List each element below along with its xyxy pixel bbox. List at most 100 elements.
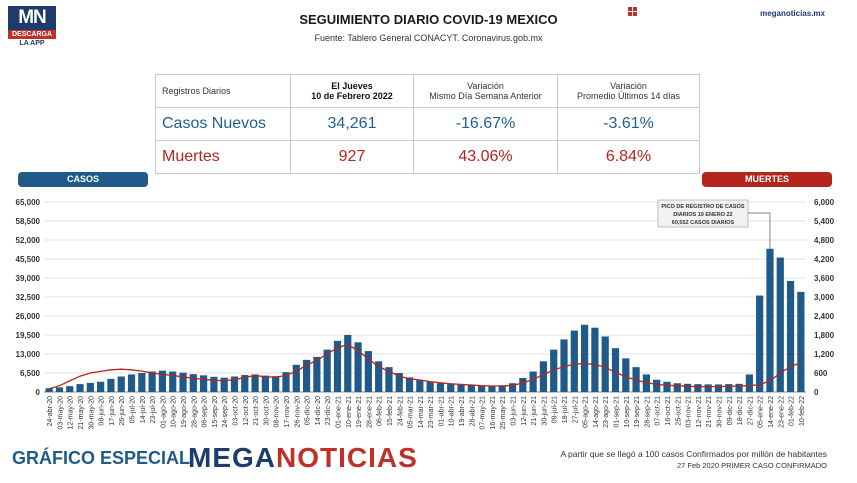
summary-header-row: Registros Diarios El Jueves 10 de Febrer… [155,74,700,108]
case-bar [76,384,84,392]
x-tick-label: 25-oct-21 [675,396,682,426]
x-tick-label: 24-abr-20 [47,396,54,426]
y-right-tick-label: 4,800 [814,236,835,245]
x-tick-label: 12-jun-21 [521,396,528,426]
case-bar [539,361,548,392]
x-tick-label: 03-may-20 [57,396,64,430]
case-bar [704,384,712,392]
case-bar [261,375,269,392]
case-bar [138,373,146,392]
summary-header-var-week: Variación Mismo Día Semana Anterior [413,74,558,108]
case-bar [292,364,300,392]
x-tick-label: 24-feb-21 [397,396,404,426]
x-tick-label: 06-feb-21 [377,396,384,426]
x-tick-label: 27-jul-21 [572,396,579,423]
summary-row-casos: Casos Nuevos 34,261 -16.67% -3.61% [155,107,700,141]
footer-brand-mega: MEGA [188,442,276,473]
x-tick-label: 14-ene-22 [768,396,775,428]
x-tick-label: 18-jul-21 [562,396,569,423]
x-tick-label: 30-oct-20 [263,396,270,426]
x-tick-label: 16-oct-21 [665,396,672,426]
case-bar [673,383,681,392]
case-bar [653,379,661,392]
x-tick-label: 18-dic-21 [737,396,744,425]
y-left-tick-label: 6,500 [20,369,41,378]
case-bar [220,377,228,392]
x-tick-label: 10-ene-21 [346,396,353,428]
deaths-line [48,343,802,390]
x-tick-label: 17-nov-20 [284,396,291,428]
case-bar [241,375,249,392]
x-tick-label: 12-may-20 [68,396,75,430]
page-title: SEGUIMIENTO DIARIO COVID-19 MEXICO [299,12,558,27]
summary-header-var-week-line1: Variación [467,81,504,91]
x-tick-label: 28-sep-21 [644,396,651,428]
x-tick-label: 12-oct-20 [243,396,250,426]
x-tick-label: 25-may-21 [500,396,507,430]
x-tick-label: 23-jul-20 [150,396,157,423]
case-bar [55,387,64,392]
case-bar [117,376,125,392]
summary-header-date-line1: El Jueves [331,81,373,91]
covid-daily-chart: 65,000 58,500 52,000 45,500 39,000 32,500 26,0… [16,198,835,430]
x-tick-label: 05-dic-20 [305,396,312,425]
y-left-tick-label: 32,500 [16,293,41,302]
case-bar [364,351,372,392]
summary-header-var-14-line1: Variación [610,81,647,91]
logo-descarga: DESCARGA [8,30,56,39]
x-tick-label: 01-ene-21 [335,396,342,428]
x-tick-label: 24-sep-20 [222,396,229,428]
case-bar [714,384,723,392]
case-bar [86,382,94,392]
x-tick-label: 06-sep-20 [202,396,209,428]
case-bar [570,330,578,392]
peak-annotation-text: 60,552 CASOS DIARIOS [672,220,735,226]
case-bar [725,384,733,392]
footer-brand: MEGANOTICIAS [188,442,418,474]
x-tick-label: 07-oct-21 [655,396,662,426]
meganoticias-app-logo[interactable]: MN DESCARGA LA APP [8,6,56,47]
case-bar [416,379,424,392]
case-bar [766,248,774,392]
case-bar [663,381,671,392]
summary-label-casos: Casos Nuevos [155,107,291,141]
case-bar [395,373,403,392]
case-bar [405,377,414,392]
case-bar [581,324,589,392]
x-tick-label: 19-sep-21 [634,396,641,428]
summary-table: Registros Diarios El Jueves 10 de Febrer… [155,74,700,174]
summary-header-var-14-line2: Promedio Últimos 14 días [576,91,681,101]
case-bar [797,291,805,392]
y-right-tick-label: 5,400 [814,217,835,226]
x-tick-label: 16-may-21 [490,396,497,430]
casos-legend-tag: CASOS [18,172,148,187]
summary-header-var-14: Variación Promedio Últimos 14 días [557,74,700,108]
x-tick-label: 28-abr-21 [469,396,476,426]
summary-var-14-casos: -3.61% [557,107,700,141]
x-tick-label: 21-nov-21 [706,396,713,428]
x-tick-label: 14-ago-21 [593,396,600,428]
y-left-tick-label: 39,000 [16,274,41,283]
x-tick-label: 01-feb-22 [789,396,796,426]
case-bar [447,384,455,392]
x-tick-label: 01-ago-20 [160,396,167,428]
x-tick-label: 30-nov-21 [716,396,723,428]
case-bar [210,376,218,392]
y-right-tick-label: 3,600 [814,274,835,283]
y-left-tick-label: 58,500 [16,217,41,226]
y-left-tick-label: 45,500 [16,255,41,264]
case-bar [683,383,692,392]
y-left-tick-label: 52,000 [16,236,41,245]
x-tick-label: 05-ene-22 [758,396,765,428]
page-subtitle: Fuente: Tablero General CONACYT. Coronav… [314,33,543,43]
x-tick-label: 12-nov-21 [696,396,703,428]
case-bar [272,376,280,392]
x-tick-label: 14-jul-20 [140,396,147,423]
x-tick-label: 30-jun-21 [541,396,548,426]
peak-annotation-text: DIARIOS 19 ENERO 22 [673,212,732,218]
case-bar [756,295,764,392]
y-left-tick-label: 65,000 [16,198,41,207]
y-right-tick-label: 4,200 [814,255,835,264]
site-link[interactable]: meganoticias.mx [760,9,825,18]
case-bar [107,378,115,392]
